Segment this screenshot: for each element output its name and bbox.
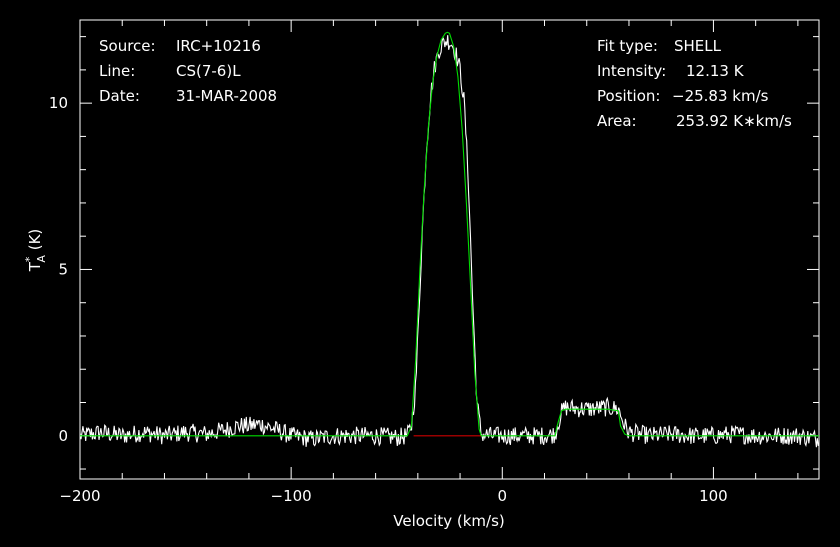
- intensity-value: 12.13 K: [686, 62, 745, 80]
- date-value: 31-MAR-2008: [176, 87, 277, 105]
- source-label: Source:: [99, 37, 156, 55]
- area-label: Area:: [597, 112, 637, 130]
- fit-type-label: Fit type:: [597, 37, 658, 55]
- area-value: 253.92 K∗km/s: [676, 112, 792, 130]
- x-tick-label: 0: [498, 487, 508, 505]
- fit-line: [80, 31, 819, 437]
- info-left: Source: IRC+10216 Line: CS(7-6)L Date: 3…: [99, 37, 277, 105]
- y-tick-label: 10: [49, 94, 68, 112]
- position-label: Position:: [597, 87, 660, 105]
- source-value: IRC+10216: [176, 37, 261, 55]
- y-axis-label: T*A (K): [23, 229, 48, 273]
- x-tick-label: −200: [59, 487, 100, 505]
- y-tick-label: 0: [58, 427, 68, 445]
- axis-ticks: [79, 20, 819, 479]
- plot-frame: [79, 19, 820, 480]
- x-axis-label: Velocity (km/s): [393, 512, 504, 530]
- date-label: Date:: [99, 87, 140, 105]
- axis-tick-labels: −200 −100 0 100 0 5 10: [49, 94, 728, 505]
- spectrum-line: [79, 35, 819, 448]
- line-label: Line:: [99, 62, 135, 80]
- y-axis-label-text: T*A (K): [23, 229, 48, 273]
- line-value: CS(7-6)L: [176, 62, 241, 80]
- info-right: Fit type: SHELL Intensity: 12.13 K Posit…: [597, 37, 792, 130]
- intensity-label: Intensity:: [597, 62, 666, 80]
- data-series: [79, 31, 819, 448]
- x-tick-label: −100: [271, 487, 312, 505]
- position-value: −25.83 km/s: [672, 87, 769, 105]
- x-tick-label: 100: [699, 487, 728, 505]
- fit-type-value: SHELL: [674, 37, 722, 55]
- y-tick-label: 5: [58, 260, 68, 278]
